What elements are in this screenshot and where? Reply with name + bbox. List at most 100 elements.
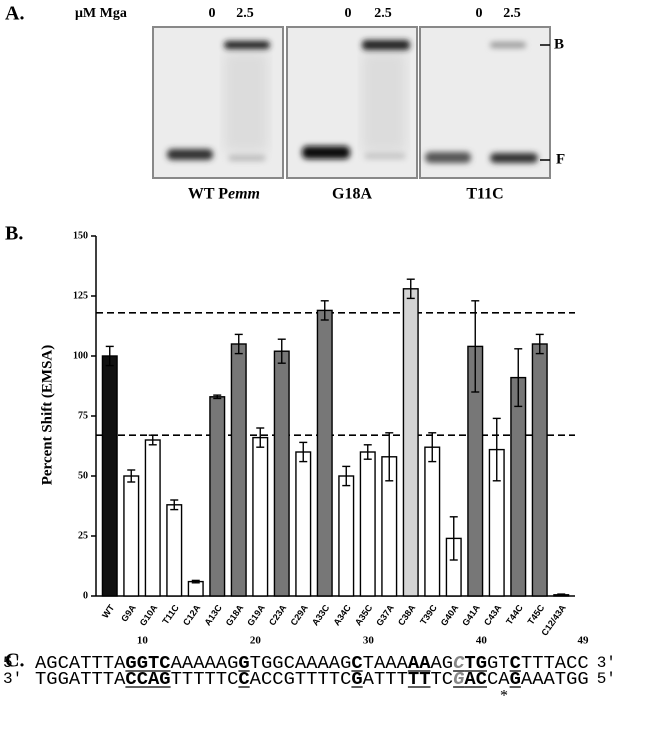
lane-label: 2.5 xyxy=(236,6,254,21)
x-tick-label: T45C xyxy=(526,602,547,626)
y-tick-label: 75 xyxy=(78,410,88,421)
strand-end: 3′ xyxy=(597,654,616,672)
lane-label: 0 xyxy=(476,6,483,21)
sequence-segment: TGGATTTA xyxy=(35,668,126,690)
x-tick-label: C43A xyxy=(482,602,504,627)
lane-label: 0 xyxy=(209,6,216,21)
bar xyxy=(510,376,527,597)
lane-label: 2.5 xyxy=(503,6,521,21)
sequence-segment: TG xyxy=(464,652,487,674)
x-tick-label: C23A xyxy=(267,602,289,627)
bar xyxy=(101,355,118,597)
sample-label: G18A xyxy=(332,186,372,203)
sample-label: emm xyxy=(228,186,260,203)
sequence-segment: CCAG xyxy=(125,668,170,690)
x-tick-label: A35C xyxy=(353,602,375,627)
x-tick-label: T39C xyxy=(418,602,439,626)
bar xyxy=(531,343,548,597)
panel-label: A. xyxy=(5,3,24,25)
bar xyxy=(338,475,355,597)
position-number: 20 xyxy=(250,635,262,647)
x-tick-label: T44C xyxy=(504,602,525,626)
y-tick-label: 25 xyxy=(78,530,88,541)
bar xyxy=(144,439,161,597)
position-number: 10 xyxy=(137,635,149,647)
strand-end: 5′ xyxy=(597,670,616,688)
panel-label: C. xyxy=(5,650,24,672)
position-number: 30 xyxy=(363,635,375,647)
sequence-segment: G xyxy=(453,668,464,690)
y-axis-title: Percent Shift (EMSA) xyxy=(39,345,55,486)
gel xyxy=(152,26,551,179)
lane-label: 2.5 xyxy=(374,6,392,21)
sequence-segment: G xyxy=(238,652,249,674)
bar xyxy=(166,504,183,597)
y-tick-label: 100 xyxy=(73,350,88,361)
bar xyxy=(424,446,441,597)
lane-label: 0 xyxy=(345,6,352,21)
x-tick-label: A13C xyxy=(202,602,224,627)
sequence-segment: AC xyxy=(464,668,487,690)
sequence-segment: AAAAAG xyxy=(171,652,239,674)
sequence-segment: CA xyxy=(487,668,510,690)
sequence-segment: TT xyxy=(408,668,431,690)
x-tick-label: G40A xyxy=(439,602,461,627)
bar xyxy=(316,309,333,597)
x-tick-label: G9A xyxy=(119,602,138,623)
x-tick-label: A33C xyxy=(310,602,332,627)
sample-label: WT P xyxy=(188,186,228,203)
bar xyxy=(359,451,376,597)
position-number: 40 xyxy=(476,635,488,647)
y-tick-label: 150 xyxy=(73,230,88,241)
y-tick-label: 0 xyxy=(83,590,88,601)
x-tick-label: C29A xyxy=(288,602,310,627)
x-tick-label: G37A xyxy=(374,602,396,627)
sequence-segment: C xyxy=(510,652,521,674)
sequence-segment: C xyxy=(453,652,465,674)
y-tick-label: 125 xyxy=(73,290,88,301)
sequence-segment: AGCATTTA xyxy=(35,652,126,674)
x-tick-label: A34C xyxy=(331,602,353,627)
bar xyxy=(209,396,226,597)
sequence-segment: TGGCAAAAG xyxy=(250,652,352,674)
sequence-segment: ATTT xyxy=(363,668,408,690)
sequence-segment: TAAA xyxy=(363,652,409,674)
bar xyxy=(230,343,247,597)
y-tick-label: 50 xyxy=(78,470,88,481)
sequence-segment: TTTACC xyxy=(521,652,589,674)
sample-label: T11C xyxy=(466,186,503,203)
sequence-segment: C xyxy=(238,668,249,690)
strand-end: 3′ xyxy=(3,670,22,688)
x-tick-label: G19A xyxy=(245,602,267,627)
bar xyxy=(252,436,269,597)
x-tick-label: C38A xyxy=(396,602,418,627)
position-number: 49 xyxy=(578,635,590,647)
sequence-segment: GGTC xyxy=(125,652,170,674)
band-label: B xyxy=(554,36,564,52)
sequence-segment: TC xyxy=(431,668,454,690)
sequence-segment: AAATGG xyxy=(521,668,589,690)
sequence-segment: C xyxy=(351,652,362,674)
sequence-segment: GT xyxy=(487,652,510,674)
sequence-segment: AA xyxy=(408,652,431,674)
x-tick-label: T11C xyxy=(160,602,181,626)
concentration-label: μM Mga xyxy=(75,6,127,21)
sequence-segment: G xyxy=(351,668,362,690)
panel-label: B. xyxy=(5,223,23,245)
x-tick-label: WT xyxy=(100,602,117,620)
x-tick-label: C12A xyxy=(181,602,203,627)
sequence-segment: ACCGTTTTC xyxy=(250,668,352,690)
sequence-segment: AG xyxy=(431,652,454,674)
bar xyxy=(402,288,419,597)
sequence-segment: TTTTTC xyxy=(171,668,239,690)
marker: * xyxy=(500,688,508,705)
x-tick-label: G10A xyxy=(138,602,160,627)
x-tick-label: G18A xyxy=(224,602,246,627)
bar xyxy=(295,451,312,597)
strand-end: 5′ xyxy=(3,654,22,672)
sequence-segment: G xyxy=(510,668,521,690)
x-tick-label: G41A xyxy=(460,602,482,627)
band-label: F xyxy=(556,151,565,167)
bar xyxy=(273,350,290,597)
